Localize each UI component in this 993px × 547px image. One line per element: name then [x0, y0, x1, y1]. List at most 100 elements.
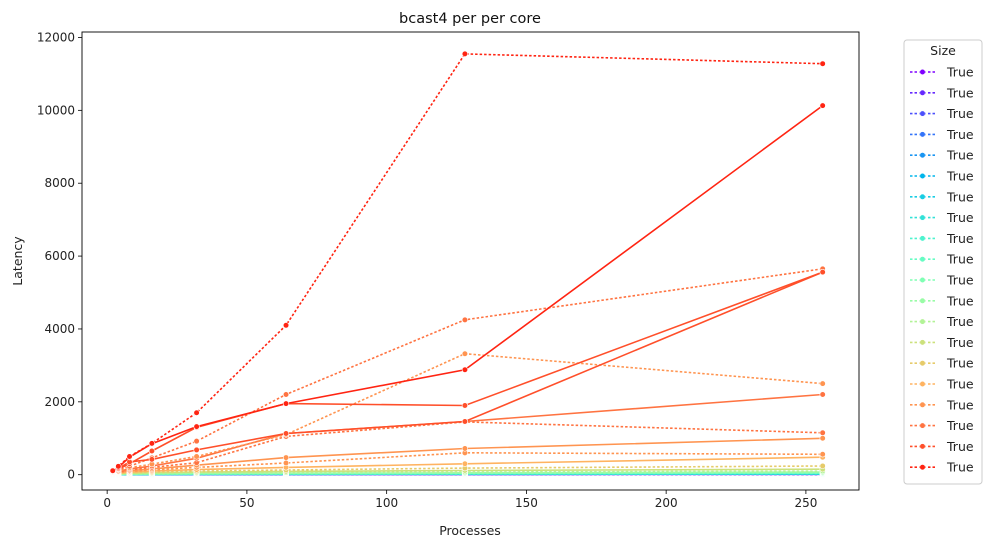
legend-label: True — [946, 335, 974, 350]
legend: Size TrueTrueTrueTrueTrueTrueTrueTrueTru… — [903, 39, 983, 485]
legend-swatch-marker — [919, 68, 926, 76]
legend-swatch-marker — [919, 276, 926, 284]
data-point — [148, 456, 155, 463]
legend-item: True — [910, 189, 974, 204]
legend-item: True — [910, 65, 974, 80]
legend-swatch-marker — [919, 152, 926, 159]
data-point — [193, 409, 200, 416]
legend-label: True — [946, 439, 974, 454]
legend-swatch-marker — [919, 401, 926, 408]
data-point — [282, 454, 290, 461]
legend-swatch-marker — [919, 131, 926, 138]
legend-swatch-marker — [919, 422, 926, 429]
data-point — [109, 467, 116, 474]
legend-label: True — [946, 148, 974, 163]
x-tick-label: 150 — [515, 496, 538, 510]
data-point — [461, 50, 469, 57]
data-point — [282, 430, 290, 437]
legend-swatch-marker — [919, 110, 926, 117]
legend-label: True — [946, 106, 974, 121]
y-tick-label: 4000 — [44, 322, 75, 336]
x-tick-label: 200 — [655, 496, 678, 510]
legend-swatch-marker — [919, 318, 926, 325]
data-point — [819, 462, 826, 470]
legend-label: True — [946, 210, 974, 225]
data-point — [461, 316, 469, 323]
legend-label: True — [946, 65, 974, 80]
data-point — [282, 459, 290, 467]
data-point — [461, 350, 469, 357]
data-point — [461, 418, 469, 425]
x-tick-label: 50 — [239, 496, 254, 510]
data-point — [148, 440, 155, 447]
legend-swatch-marker — [919, 443, 926, 450]
legend-swatch-marker — [919, 360, 926, 367]
legend-label: True — [946, 169, 974, 184]
legend-item: True — [910, 273, 974, 288]
legend-swatch-marker — [919, 193, 926, 200]
legend-swatch-marker — [919, 380, 926, 388]
data-point — [819, 380, 826, 387]
legend-item: True — [910, 335, 974, 350]
data-point — [126, 453, 133, 460]
data-point — [193, 453, 200, 460]
y-tick-label: 0 — [67, 468, 75, 482]
y-tick-label: 2000 — [44, 395, 75, 409]
legend-label: True — [946, 377, 974, 392]
plot-frame — [81, 31, 860, 491]
legend-label: True — [946, 293, 974, 308]
legend-label: True — [946, 273, 974, 288]
data-point — [819, 269, 826, 276]
data-point — [819, 429, 826, 436]
data-point — [819, 391, 826, 398]
legend-item: True — [910, 439, 974, 454]
legend-item: True — [910, 210, 974, 225]
data-point — [282, 400, 290, 407]
legend-swatch-marker — [919, 214, 926, 221]
data-point — [282, 322, 290, 329]
y-tick-label: 6000 — [44, 249, 75, 263]
chart-title: bcast4 per per core — [399, 11, 541, 27]
data-point — [282, 391, 290, 398]
legend-label: True — [946, 397, 974, 412]
x-tick-label: 250 — [794, 496, 817, 510]
legend-title: Size — [930, 43, 956, 58]
legend-label: True — [946, 127, 974, 142]
data-point — [819, 435, 826, 442]
y-tick-label: 12000 — [37, 30, 75, 44]
data-point — [461, 366, 469, 373]
series-25 — [109, 50, 826, 474]
legend-item: True — [910, 356, 974, 371]
y-axis-label: Latency — [10, 236, 25, 286]
data-point — [193, 446, 200, 454]
legend-label: True — [946, 460, 974, 475]
legend-item: True — [910, 252, 974, 267]
x-axis: 0 50 100 150 200 250 — [103, 490, 817, 510]
legend-swatch-marker — [919, 89, 926, 96]
legend-label: True — [946, 85, 974, 100]
y-axis: 0 2000 4000 6000 8000 10000 12000 — [37, 30, 82, 482]
legend-item: True — [910, 397, 974, 412]
series-line — [112, 268, 823, 473]
y-tick-label: 8000 — [44, 176, 75, 190]
legend-item: True — [910, 148, 974, 163]
legend-item: True — [910, 377, 974, 392]
legend-label: True — [946, 252, 974, 267]
x-tick-label: 0 — [103, 496, 111, 510]
legend-item: True — [910, 314, 974, 329]
y-tick-label: 10000 — [37, 103, 75, 117]
legend-item: True — [910, 293, 974, 308]
legend-items: True True True True True True True True True True… — [910, 65, 974, 475]
data-point — [461, 445, 469, 452]
legend-swatch-marker — [919, 464, 926, 471]
data-point — [193, 423, 200, 430]
legend-item: True — [910, 127, 974, 142]
data-point — [461, 402, 469, 409]
data-point — [819, 451, 826, 458]
data-point — [115, 463, 122, 470]
plot-area — [109, 50, 826, 478]
legend-label: True — [946, 314, 974, 329]
legend-swatch-marker — [919, 297, 926, 304]
data-point — [148, 447, 155, 455]
